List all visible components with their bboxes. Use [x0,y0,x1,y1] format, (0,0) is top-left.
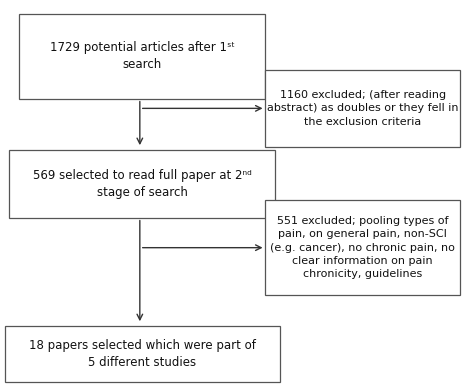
Text: 551 excluded; pooling types of
pain, on general pain, non-SCI
(e.g. cancer), no : 551 excluded; pooling types of pain, on … [270,216,455,279]
Text: 569 selected to read full paper at 2ⁿᵈ
stage of search: 569 selected to read full paper at 2ⁿᵈ s… [33,169,252,199]
Text: 1160 excluded; (after reading
abstract) as doubles or they fell in
the exclusion: 1160 excluded; (after reading abstract) … [267,90,458,127]
FancyBboxPatch shape [265,70,460,147]
FancyBboxPatch shape [265,200,460,295]
FancyBboxPatch shape [19,14,265,99]
FancyBboxPatch shape [9,150,275,217]
Text: 1729 potential articles after 1ˢᵗ
search: 1729 potential articles after 1ˢᵗ search [50,41,235,71]
FancyBboxPatch shape [5,326,280,382]
Text: 18 papers selected which were part of
5 different studies: 18 papers selected which were part of 5 … [29,339,255,369]
